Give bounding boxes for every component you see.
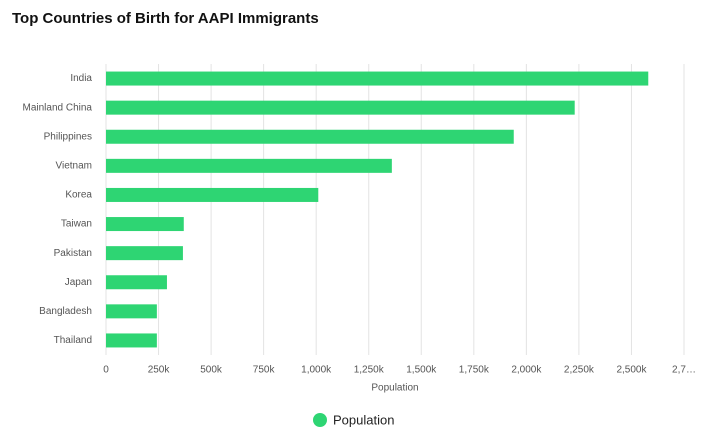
bar [106, 333, 157, 348]
x-tick-label: 250k [148, 365, 171, 376]
x-tick-label: 2,000k [511, 365, 542, 376]
x-tick-label: 1,750k [459, 365, 490, 376]
y-tick-label: Thailand [54, 335, 92, 346]
bar [106, 158, 392, 173]
bar [106, 246, 183, 261]
x-tick-label: 1,250k [354, 365, 385, 376]
y-tick-label: Taiwan [61, 219, 92, 230]
y-tick-label: Bangladesh [39, 306, 92, 317]
x-tick-label: 2,500k [616, 365, 647, 376]
x-tick-label: 1,500k [406, 365, 437, 376]
bar [106, 100, 575, 115]
chart-title: Top Countries of Birth for AAPI Immigran… [12, 10, 319, 27]
bar [106, 71, 649, 86]
x-tick-label: 2,7… [672, 365, 696, 376]
legend-label: Population [333, 412, 394, 427]
x-tick-label: 750k [253, 365, 276, 376]
x-tick-label: 1,000k [301, 365, 332, 376]
x-axis-label: Population [371, 383, 418, 394]
legend-swatch [313, 413, 327, 427]
y-tick-label: Mainland China [23, 102, 93, 113]
y-tick-label: Pakistan [54, 248, 92, 259]
y-tick-label: Korea [65, 190, 92, 201]
bar [106, 217, 184, 232]
x-tick-label: 2,250k [564, 365, 595, 376]
y-tick-label: Philippines [44, 131, 92, 142]
x-tick-label: 0 [103, 365, 109, 376]
bar [106, 187, 319, 202]
x-tick-label: 500k [200, 365, 223, 376]
bar [106, 275, 167, 290]
y-tick-label: India [70, 73, 92, 84]
y-tick-label: Vietnam [55, 160, 92, 171]
bar [106, 304, 157, 319]
bar [106, 129, 514, 144]
y-tick-label: Japan [65, 277, 92, 288]
